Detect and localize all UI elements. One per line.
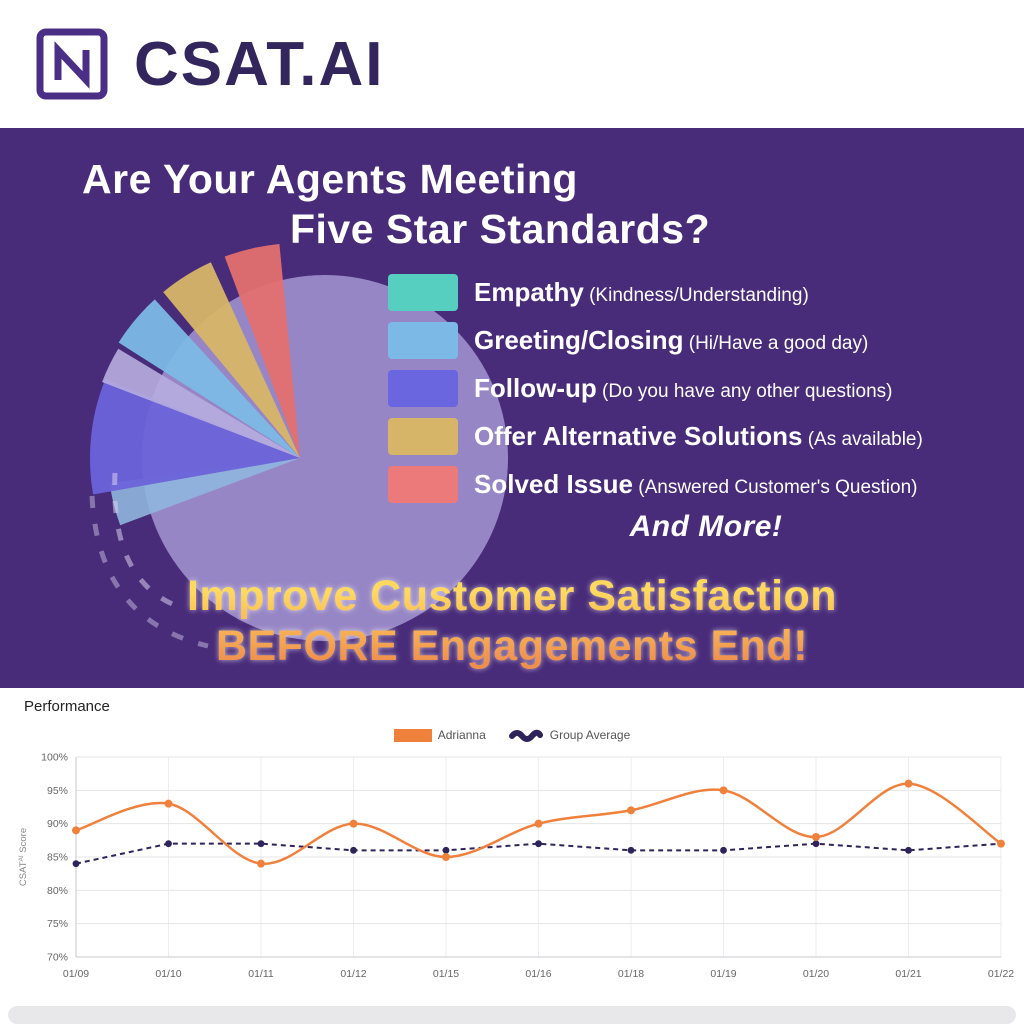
svg-text:01/12: 01/12 [340, 968, 366, 980]
svg-text:01/22: 01/22 [988, 968, 1014, 980]
banner-legend-item: Follow-up (Do you have any other questio… [388, 370, 923, 407]
banner-legend: Empathy (Kindness/Understanding) Greeting… [388, 274, 923, 503]
legend-swatch-icon [388, 322, 458, 359]
and-more-text: And More! [629, 510, 783, 543]
svg-text:01/11: 01/11 [248, 968, 274, 980]
svg-text:01/15: 01/15 [433, 968, 459, 980]
svg-text:01/16: 01/16 [525, 968, 551, 980]
svg-text:90%: 90% [47, 818, 68, 830]
cta-line2: BEFORE Engagements End! [215, 621, 809, 670]
brand-name[interactable]: CSAT.AI [134, 29, 385, 99]
bottom-scrollbar[interactable] [8, 1006, 1016, 1024]
banner-legend-item: Offer Alternative Solutions (As availabl… [388, 418, 923, 455]
legend-label: Solved Issue (Answered Customer's Questi… [474, 469, 918, 499]
svg-text:100%: 100% [41, 752, 68, 764]
pie-wedge-lightblue-small [109, 458, 300, 526]
legend-label: Empathy (Kindness/Understanding) [474, 277, 809, 307]
banner-cta: Improve Customer Satisfaction BEFORE Eng… [0, 572, 1024, 672]
banner-title: Are Your Agents Meeting Five Star Standa… [82, 154, 710, 254]
banner-title-line1: Are Your Agents Meeting [82, 156, 578, 202]
svg-text:01/19: 01/19 [710, 968, 736, 980]
legend-label: Follow-up (Do you have any other questio… [474, 373, 893, 403]
pie-wedge-followup [89, 379, 300, 495]
pie-wedge-lavender [102, 348, 300, 458]
legend-swatch-icon [388, 274, 458, 311]
chart-legend: Adrianna Group Average [0, 727, 1024, 743]
pie-wedge-solved [224, 243, 300, 458]
svg-text:70%: 70% [47, 952, 68, 964]
svg-text:01/10: 01/10 [155, 968, 181, 980]
legend-swatch-icon [388, 466, 458, 503]
svg-text:80%: 80% [47, 885, 68, 897]
pie-wedge-greeting [118, 299, 300, 458]
banner-legend-item: Empathy (Kindness/Understanding) [388, 274, 923, 311]
svg-text:75%: 75% [47, 918, 68, 930]
svg-text:95%: 95% [47, 785, 68, 797]
legend-label: Greeting/Closing (Hi/Have a good day) [474, 325, 869, 355]
promo-banner: Are Your Agents Meeting Five Star Standa… [0, 128, 1024, 688]
legend-swatch-icon [388, 418, 458, 455]
csat-ai-logo-icon[interactable] [34, 26, 110, 102]
performance-chart[interactable]: 100% 95% 90% 85% 80% 75% 70% 01/09 01/10 01/11 01/… [10, 743, 1024, 1000]
banner-legend-item: Greeting/Closing (Hi/Have a good day) [388, 322, 923, 359]
svg-text:CSATAI Score: CSATAI Score [18, 828, 30, 886]
svg-text:01/21: 01/21 [895, 968, 921, 980]
pie-wedge-alternative [163, 262, 300, 458]
cta-line1: Improve Customer Satisfaction [186, 572, 838, 620]
series-name: Group Average [549, 728, 631, 742]
performance-title: Performance [24, 698, 110, 715]
svg-text:85%: 85% [47, 852, 68, 864]
performance-section: Performance Adrianna Group Average 100% 95… [0, 688, 1024, 1000]
banner-legend-item: Solved Issue (Answered Customer's Questi… [388, 466, 923, 503]
series-swatch-icon [393, 728, 432, 742]
legend-label: Offer Alternative Solutions (As availabl… [474, 421, 923, 451]
series-name: Adrianna [437, 728, 486, 742]
series-squiggle-icon [508, 727, 544, 743]
svg-text:01/18: 01/18 [618, 968, 644, 980]
chart-legend-item-group-average[interactable]: Group Average [508, 727, 631, 743]
svg-text:01/09: 01/09 [63, 968, 89, 980]
svg-text:01/20: 01/20 [803, 968, 829, 980]
pie-chart-graphic [89, 243, 508, 649]
decor-arc-1 [112, 472, 183, 611]
banner-title-line2: Five Star Standards? [290, 206, 711, 253]
header: CSAT.AI [0, 0, 1024, 128]
legend-swatch-icon [388, 370, 458, 407]
chart-legend-item-adrianna[interactable]: Adrianna [393, 728, 486, 742]
decor-arc-2 [89, 495, 209, 649]
